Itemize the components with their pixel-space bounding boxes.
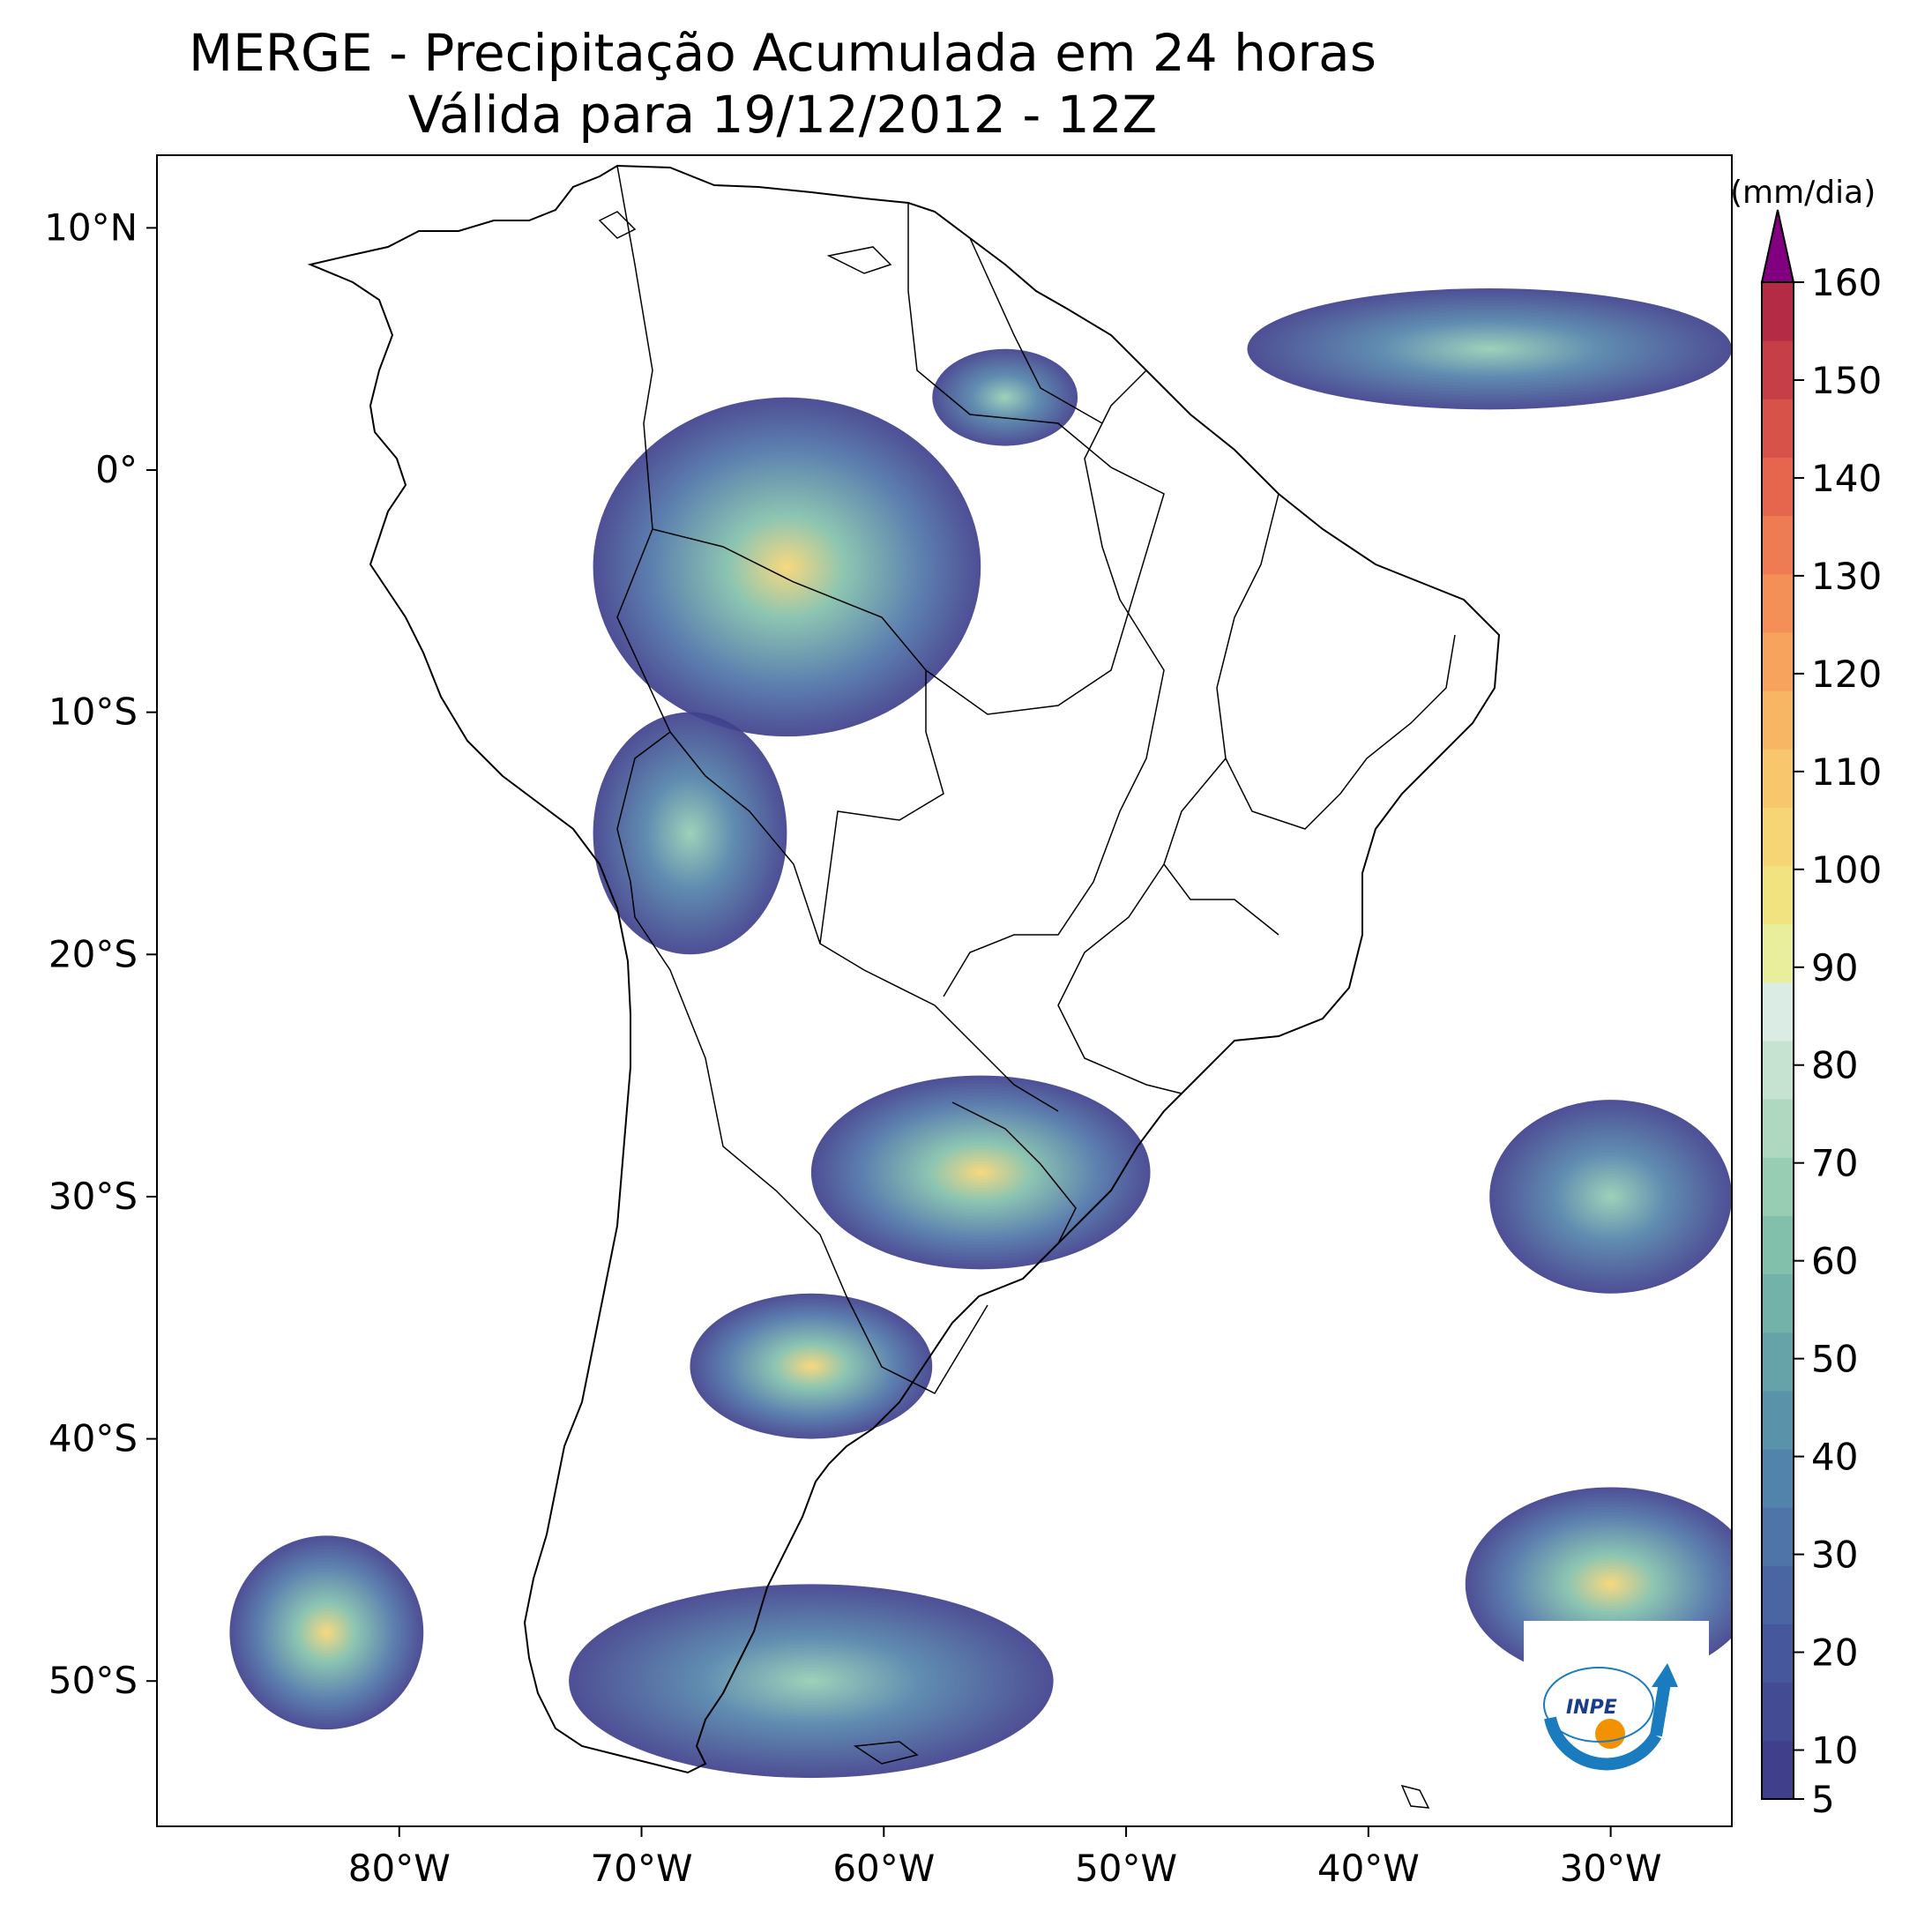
- precip-area: [593, 712, 787, 955]
- lon-tick-label: 80°W: [348, 1847, 451, 1890]
- precip-area: [229, 1535, 424, 1730]
- colorbar-segment: [1762, 1041, 1794, 1100]
- colorbar-tick-label: 150: [1811, 359, 1882, 402]
- lat-tick-label: 10°S: [48, 690, 138, 734]
- colorbar-segment: [1762, 1682, 1794, 1742]
- colorbar-segment: [1762, 1740, 1794, 1800]
- colorbar-segment: [1762, 1507, 1794, 1566]
- colorbar-tick-label: 50: [1811, 1338, 1858, 1381]
- colorbar-segment: [1762, 807, 1794, 867]
- lat-tick-label: 30°S: [48, 1175, 138, 1218]
- colorbar-tick-label: 60: [1811, 1240, 1858, 1283]
- lon-tick-label: 30°W: [1560, 1847, 1662, 1890]
- colorbar-tick-label: 100: [1811, 848, 1882, 892]
- colorbar-segment: [1762, 1332, 1794, 1392]
- colorbar-tick-label: 130: [1811, 555, 1882, 598]
- lat-tick-label: 40°S: [48, 1417, 138, 1460]
- islands: [598, 211, 1430, 1809]
- colorbar-extend-arrow: [1760, 209, 1795, 283]
- colorbar-segment: [1762, 631, 1794, 691]
- precip-area: [1247, 288, 1732, 410]
- colorbar-tick-label: 140: [1811, 457, 1882, 500]
- colorbar-segment: [1762, 515, 1794, 575]
- colorbar-tick-label: 160: [1811, 261, 1882, 304]
- colorbar-segment: [1762, 1624, 1794, 1683]
- colorbar-outline: [1761, 281, 1794, 1800]
- colorbar-segment: [1762, 982, 1794, 1041]
- colorbar-segment: [1762, 457, 1794, 517]
- colorbar-segment: [1762, 749, 1794, 808]
- lon-tick-label: 70°W: [591, 1847, 693, 1890]
- colorbar-unit-label: (mm/dia): [1730, 175, 1876, 211]
- colorbar-segment: [1762, 923, 1794, 983]
- precipitation-layer: [229, 288, 1732, 1779]
- colorbar-tick-label: 20: [1811, 1631, 1858, 1675]
- inpe-logo-text: INPE: [1566, 1697, 1617, 1719]
- colorbar-segment: [1762, 340, 1794, 399]
- south-america-coastline: [307, 164, 1501, 1774]
- colorbar-segment: [1762, 1449, 1794, 1508]
- colorbar-tick-label: 110: [1811, 750, 1882, 794]
- colorbar-segment: [1762, 282, 1794, 341]
- colorbar-segment: [1762, 399, 1794, 458]
- precip-area: [810, 1075, 1151, 1270]
- colorbar-tick-label: 30: [1811, 1534, 1858, 1577]
- map-frame: [156, 154, 1733, 1827]
- colorbar-tick-label: 120: [1811, 653, 1882, 696]
- colorbar-segment: [1762, 1157, 1794, 1216]
- colorbar-segment: [1762, 1099, 1794, 1158]
- colorbar-segment: [1762, 1565, 1794, 1625]
- lon-tick-label: 60°W: [832, 1847, 935, 1890]
- lat-tick-label: 20°S: [48, 932, 138, 975]
- map-title-line1: MERGE - Precipitação Acumulada em 24 hor…: [189, 23, 1376, 83]
- colorbar-segment: [1762, 865, 1794, 925]
- colorbar-segment: [1762, 1215, 1794, 1275]
- colorbar-tick-label: 80: [1811, 1044, 1858, 1087]
- longitude-axis: 80°W 70°W 60°W 50°W 40°W 30°W: [348, 1826, 1662, 1890]
- inpe-logo: INPE: [1524, 1621, 1709, 1784]
- colorbar-segment: [1762, 1390, 1794, 1450]
- precip-area: [1489, 1100, 1732, 1294]
- colorbar-tick-label: 90: [1811, 946, 1858, 989]
- precip-area: [593, 397, 981, 737]
- map-title-line2: Válida para 19/12/2012 - 12Z: [407, 85, 1158, 145]
- lat-tick-label: 50°S: [48, 1659, 138, 1702]
- lon-tick-label: 40°W: [1317, 1847, 1420, 1890]
- precip-area: [690, 1293, 933, 1439]
- colorbar-tick-label: 40: [1811, 1436, 1858, 1479]
- precip-area: [569, 1584, 1054, 1779]
- colorbar-segment: [1762, 690, 1794, 750]
- latitude-axis: 10°N 0° 10°S 20°S 30°S 40°S 50°S: [44, 205, 157, 1702]
- lat-tick-label: 10°N: [44, 205, 138, 249]
- colorbar-segment: [1762, 573, 1794, 633]
- lat-tick-label: 0°: [95, 448, 138, 491]
- lon-tick-label: 50°W: [1075, 1847, 1177, 1890]
- colorbar: 5 10 20 30 40 50 60 70 80 90 100 110 120 130 140 150 160: [1760, 209, 1882, 1821]
- inpe-logo-graphic: INPE: [1543, 1663, 1678, 1771]
- coastline-layer: [307, 164, 1501, 1809]
- colorbar-tick-label: 70: [1811, 1142, 1858, 1185]
- country-borders: [616, 165, 1456, 1394]
- colorbar-tick-label: 10: [1811, 1729, 1858, 1773]
- colorbar-tick-label: 5: [1811, 1778, 1835, 1821]
- colorbar-segment: [1762, 1273, 1794, 1333]
